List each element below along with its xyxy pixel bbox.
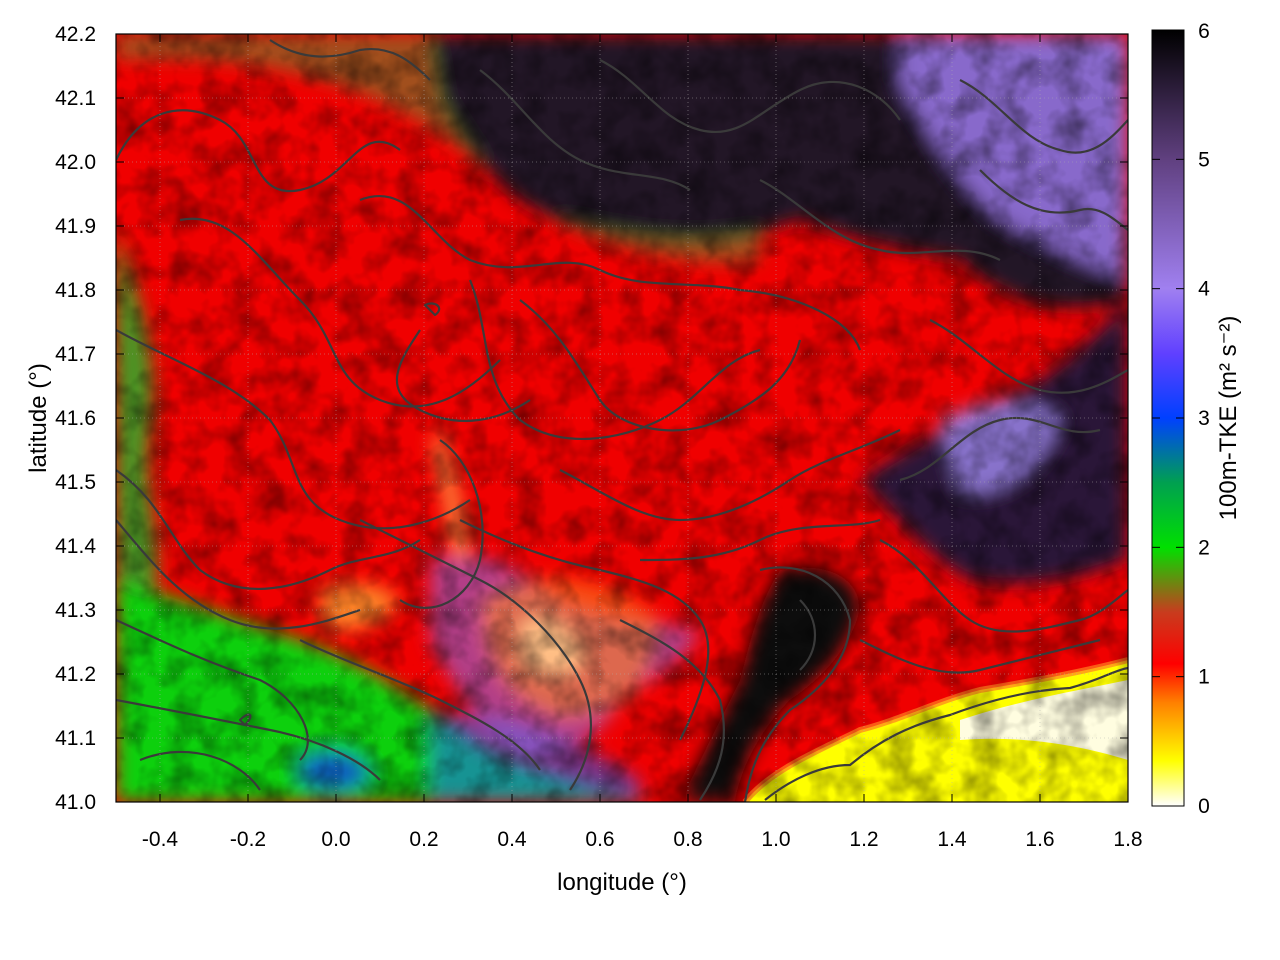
- y-tick-label: 41.4: [55, 535, 96, 558]
- colorbar: 0 1 2 3 4 5 6 100m-TKE (m² s⁻²): [1151, 20, 1242, 818]
- colorbar-tick-label: 6: [1198, 20, 1210, 43]
- colorbar-tick-label: 1: [1198, 666, 1210, 689]
- x-tick-label: 0.4: [497, 828, 527, 851]
- contour-line: [764, 666, 1128, 801]
- y-tick-label: 41.3: [55, 599, 96, 622]
- y-tick-label: 41.6: [55, 407, 96, 430]
- y-tick-label: 41.2: [55, 663, 96, 686]
- contour-line: [759, 179, 1001, 261]
- x-tick-label: -0.4: [142, 828, 179, 851]
- contour-line: [423, 302, 441, 317]
- x-tick-label: 0.2: [409, 828, 438, 851]
- x-axis-label: longitude (°): [557, 869, 687, 896]
- colorbar-ticks: 0 1 2 3 4 5 6: [1152, 20, 1210, 818]
- x-tick-label: 1.2: [849, 828, 878, 851]
- contour-line: [116, 469, 421, 591]
- contour-line: [116, 698, 381, 781]
- contour-line: [269, 39, 431, 81]
- y-tick-label: 42.1: [55, 87, 96, 110]
- x-tick-label: 1.0: [761, 828, 790, 851]
- contour-line: [559, 429, 901, 522]
- colorbar-tick-label: 3: [1198, 407, 1210, 430]
- contour-lines: [116, 39, 1128, 802]
- contour-line: [116, 618, 309, 761]
- contour-line: [929, 319, 1128, 394]
- contour-line: [179, 217, 501, 408]
- contour-line: [116, 329, 471, 530]
- y-tick-label: 41.9: [55, 215, 96, 238]
- y-tick-label: 42.2: [55, 23, 96, 46]
- y-tick-label: 41.1: [55, 727, 96, 750]
- y-tick-label: 41.8: [55, 279, 96, 302]
- x-tick-label: 0.8: [673, 828, 702, 851]
- colorbar-tick-label: 4: [1198, 278, 1210, 301]
- contour-line: [799, 599, 817, 671]
- contour-line: [619, 619, 726, 801]
- y-tick-label: 41.0: [55, 791, 96, 814]
- contour-line: [359, 519, 592, 791]
- x-tick-label: 0.6: [585, 828, 614, 851]
- contour-line: [468, 279, 761, 441]
- contour-line: [859, 638, 1101, 674]
- contour-line: [879, 539, 1128, 633]
- colorbar-tick-label: 5: [1198, 148, 1210, 171]
- contour-line: [979, 169, 1128, 231]
- x-tick-label: 1.4: [937, 828, 967, 851]
- colorbar-label: 100m-TKE (m² s⁻²): [1215, 316, 1242, 521]
- contour-line: [479, 69, 691, 191]
- contour-line: [238, 713, 252, 727]
- contour-line: [395, 329, 531, 422]
- colorbar-tick-label: 0: [1198, 795, 1210, 818]
- contour-line: [139, 750, 261, 791]
- colorbar-tick-label: 2: [1198, 536, 1210, 559]
- y-axis-label: latitude (°): [25, 363, 52, 473]
- contour-line: [599, 59, 901, 133]
- contour-line: [116, 109, 401, 193]
- x-tick-label: -0.2: [230, 828, 266, 851]
- x-tick-label: 1.6: [1025, 828, 1054, 851]
- y-axis: 41.0 41.1 41.2 41.3 41.4 41.5 41.6 41.7 41.8 41.9…: [55, 23, 1128, 814]
- y-tick-label: 41.7: [55, 343, 96, 366]
- contour-line: [299, 639, 541, 771]
- contour-line: [743, 566, 852, 802]
- x-axis: -0.4 -0.2 0.0 0.2 0.4 0.6 0.8 1.0 1.2 1.4 1.6 1.8: [142, 34, 1143, 851]
- contour-line: [639, 518, 881, 562]
- x-tick-label: 1.8: [1113, 828, 1142, 851]
- contour-line: [519, 299, 802, 432]
- contour-line: [116, 519, 361, 630]
- contour-line: [959, 79, 1128, 154]
- contour-line: [399, 439, 484, 609]
- y-tick-label: 41.5: [55, 471, 96, 494]
- x-tick-label: 0.0: [321, 828, 350, 851]
- contour-line: [899, 416, 1101, 482]
- y-tick-label: 42.0: [55, 151, 96, 174]
